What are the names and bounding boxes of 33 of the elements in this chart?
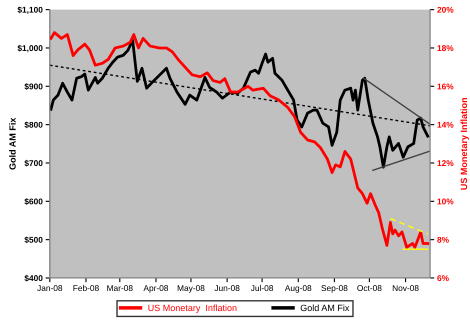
x-tick-label: Nov-08 — [392, 285, 419, 292]
y-tick-label: $1,000 — [18, 44, 43, 52]
x-tick-label: Jan-08 — [37, 285, 62, 292]
y2-tick-label: 6% — [437, 275, 449, 282]
y2-tick-label: 18% — [438, 45, 454, 52]
y-tick-label: $900 — [24, 83, 43, 90]
y2-tick-label: 12% — [438, 160, 454, 166]
line-series — [50, 38, 430, 169]
y2-tick-label: 16% — [438, 84, 454, 90]
x-tick-label: Aug-08 — [284, 285, 312, 293]
y2-tick-label: 8% — [437, 236, 449, 243]
x-tick-label: Oct-08 — [357, 285, 382, 292]
x-tick-label: Mar-08 — [107, 285, 133, 292]
x-tick-label: Jun-08 — [214, 285, 240, 292]
y-tick-label: $700 — [24, 160, 43, 167]
y2-axis-title: US Monetary Inflation — [460, 98, 469, 190]
x-tick-label: Sep-08 — [321, 285, 348, 293]
x-tick-label: Apr-08 — [143, 285, 168, 293]
y-axis-title: Gold AM Fix — [9, 118, 16, 170]
y2-tick-label: 20% — [437, 6, 454, 13]
line-series — [50, 31, 430, 249]
x-tick-label: Feb-08 — [73, 284, 99, 292]
x-tick-label: May-08 — [178, 285, 204, 293]
y-tick-label: $400 — [24, 274, 43, 282]
x-tick-label: Jul-08 — [250, 284, 274, 292]
y-tick-label: $800 — [24, 121, 43, 128]
legend-label: US Monetary Inflation — [148, 304, 236, 313]
y-tick-label: $1,100 — [18, 6, 43, 14]
y2-tick-label: 14% — [438, 122, 454, 128]
y-tick-label: $500 — [24, 236, 43, 244]
y2-tick-label: 10% — [438, 198, 454, 204]
legend-label: Gold AM Fix — [300, 304, 350, 312]
y-tick-label: $600 — [24, 198, 43, 205]
